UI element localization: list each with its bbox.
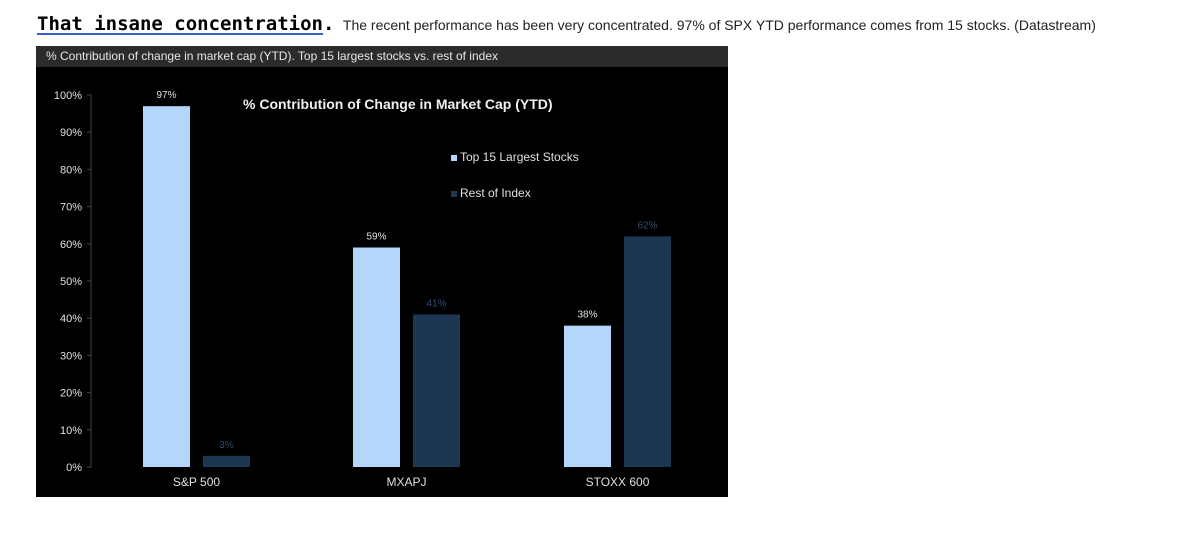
x-tick-label: S&P 500: [173, 475, 220, 489]
bar-top15: [353, 247, 400, 467]
bar-rest: [624, 236, 671, 467]
y-tick-label: 70%: [60, 202, 82, 214]
legend-label: Top 15 Largest Stocks: [460, 150, 579, 164]
x-tick-label: MXAPJ: [386, 475, 426, 489]
legend-label: Rest of Index: [460, 186, 531, 200]
legend-swatch: [451, 155, 457, 161]
y-tick-label: 100%: [54, 90, 82, 102]
bar-top15: [143, 106, 190, 467]
y-tick-label: 40%: [60, 313, 82, 325]
y-tick-label: 90%: [60, 127, 82, 139]
data-label: 3%: [219, 440, 234, 451]
y-tick-label: 30%: [60, 350, 82, 362]
data-label: 62%: [637, 220, 657, 231]
chart-panel-header: % Contribution of change in market cap (…: [36, 46, 728, 67]
chart-panel-header-text: % Contribution of change in market cap (…: [46, 49, 498, 63]
headline: That insane concentration. The recent pe…: [37, 13, 1187, 35]
chart-panel: % Contribution of change in market cap (…: [36, 46, 728, 497]
x-tick-label: STOXX 600: [586, 475, 650, 489]
data-label: 59%: [366, 232, 386, 243]
data-label: 97%: [156, 90, 176, 101]
y-tick-label: 0%: [66, 462, 82, 474]
headline-description: The recent performance has been very con…: [342, 17, 1096, 33]
headline-title: That insane concentration: [37, 13, 323, 35]
data-label: 38%: [577, 310, 597, 321]
legend-swatch: [451, 191, 457, 197]
bar-rest: [413, 314, 460, 467]
bar-top15: [564, 325, 611, 467]
bar-rest: [203, 455, 250, 467]
y-tick-label: 60%: [60, 239, 82, 251]
y-tick-label: 50%: [60, 276, 82, 288]
bar-chart: 0% 10% 20% 30% 40% 50% 60% 70% 80% 90% 100% 97% 3% S&…: [54, 90, 671, 489]
chart-title: % Contribution of Change in Market Cap (…: [243, 96, 553, 112]
headline-period: .: [322, 13, 335, 35]
y-tick-label: 80%: [60, 164, 82, 176]
y-tick-label: 20%: [60, 388, 82, 400]
y-tick-label: 10%: [60, 425, 82, 437]
data-label: 41%: [426, 298, 446, 309]
